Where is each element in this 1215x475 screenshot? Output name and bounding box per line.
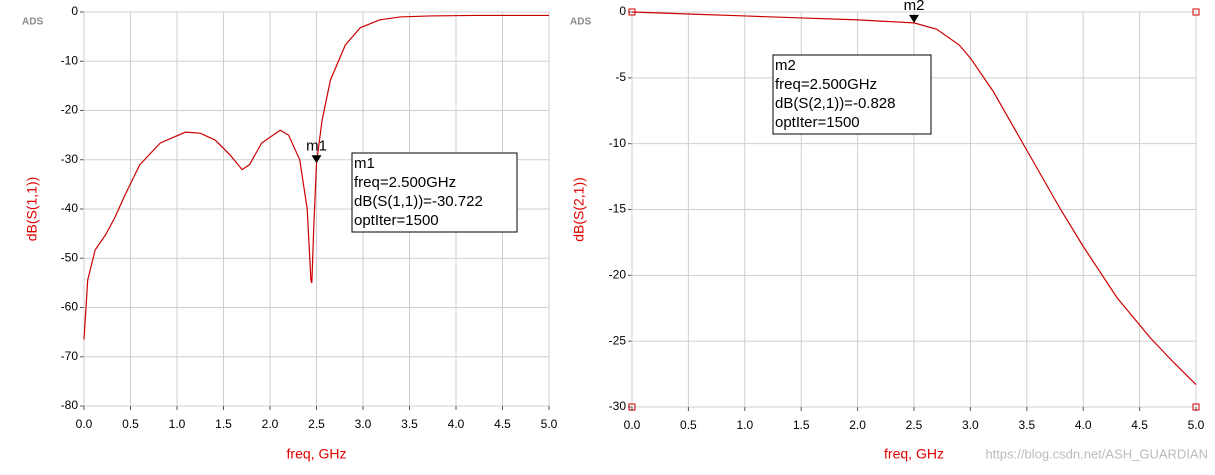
x-tick-label: 0.0 (624, 418, 641, 432)
marker-name: m1 (306, 137, 327, 154)
logo: ADS (570, 17, 591, 28)
marker-box (772, 54, 932, 135)
y-tick-label: -20 (609, 268, 627, 282)
x-tick-label: 1.5 (793, 418, 810, 432)
marker-text: freq=2.500GHz (775, 76, 877, 93)
marker-text: optIter=1500 (775, 114, 860, 131)
x-tick-label: 4.5 (494, 417, 511, 431)
line-series (631, 11, 1197, 386)
selection-handle (1192, 8, 1200, 16)
marker (909, 14, 919, 23)
x-tick-label: 5.0 (541, 417, 558, 431)
marker-text: dB(S(2,1))=-0.828 (775, 95, 895, 112)
marker-text: freq=2.500GHz (354, 174, 456, 191)
x-tick-label: 5.0 (1188, 418, 1205, 432)
x-tick-label: 4.0 (448, 417, 465, 431)
x-axis-label: freq, GHz (884, 446, 944, 462)
watermark: https://blog.csdn.net/ASH_GUARDIAN (985, 446, 1208, 461)
y-tick-label: -5 (615, 70, 626, 84)
x-tick-label: 3.0 (962, 418, 979, 432)
y-tick-label: -50 (61, 250, 79, 264)
y-tick-label: 0 (619, 4, 626, 18)
x-tick-label: 3.5 (1018, 418, 1035, 432)
x-tick-label: 1.5 (215, 417, 232, 431)
x-tick-label: 3.0 (355, 417, 372, 431)
y-axis-label: dB(S(2,1)) (571, 177, 587, 242)
x-tick-label: 0.5 (680, 418, 697, 432)
y-tick-label: -30 (61, 152, 79, 166)
logo: ADS (22, 17, 43, 28)
marker-title: m1 (354, 155, 375, 172)
y-tick-label: -10 (61, 53, 79, 67)
y-tick-label: -10 (609, 136, 627, 150)
y-tick-label: -60 (61, 300, 79, 314)
x-tick-label: 1.0 (736, 418, 753, 432)
x-tick-label: 1.0 (169, 417, 186, 431)
x-tick-label: 0.5 (122, 417, 139, 431)
y-tick-label: -40 (61, 201, 79, 215)
x-axis-label: freq, GHz (287, 446, 347, 462)
y-tick-label: -30 (609, 399, 627, 413)
marker-title: m2 (775, 57, 796, 74)
marker-box (351, 152, 518, 233)
x-tick-label: 2.0 (262, 417, 279, 431)
x-tick-label: 0.0 (76, 417, 93, 431)
x-tick-label: 3.5 (401, 417, 418, 431)
x-tick-label: 2.5 (308, 417, 325, 431)
selection-handle (1192, 403, 1200, 411)
x-tick-label: 2.0 (849, 418, 866, 432)
y-tick-label: -20 (61, 103, 79, 117)
line-series (83, 14, 549, 340)
y-tick-label: -15 (609, 202, 627, 216)
x-tick-label: 4.0 (1075, 418, 1092, 432)
x-tick-label: 2.5 (906, 418, 923, 432)
y-tick-label: 0 (71, 4, 78, 18)
y-tick-label: -70 (61, 349, 79, 363)
x-tick-label: 4.5 (1131, 418, 1148, 432)
marker (311, 155, 322, 164)
y-tick-label: -25 (609, 333, 627, 347)
marker-text: dB(S(1,1))=-30.722 (354, 193, 483, 210)
marker-text: optIter=1500 (354, 212, 439, 229)
selection-handle (628, 403, 636, 411)
marker-name: m2 (904, 0, 925, 14)
y-tick-label: -80 (61, 398, 79, 412)
y-axis-label: dB(S(1,1)) (24, 177, 40, 242)
